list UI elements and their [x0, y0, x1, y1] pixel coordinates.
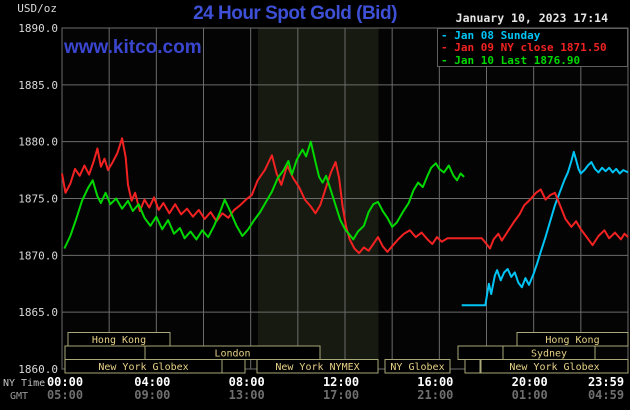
kitco-watermark: www.kitco.com: [64, 37, 202, 58]
session-bar-label: New York Globex: [98, 362, 188, 373]
legend: - Jan 08 Sunday - Jan 09 NY close 1871.50…: [437, 28, 628, 67]
x-tick-gmt: 01:00: [512, 388, 548, 402]
axis-labels: USD/oz 1890.0 1885.0 1880.0 1875.0 1870.0 1865…: [3, 2, 624, 402]
timestamp-label: January 10, 2023 17:14: [455, 11, 608, 25]
session-bar-label: Sydney: [531, 349, 567, 360]
x-tick-gmt: 05:00: [47, 388, 83, 402]
y-tick-label: 1890.0: [18, 22, 58, 35]
legend-entry-jan-09-ny-close-1871-50: - Jan 09 NY close 1871.50: [441, 41, 607, 55]
price-line-jan-09-ny-close-1871-50: [61, 137, 629, 255]
x-tick-ny-time: 00:00: [47, 375, 83, 389]
session-bar-ny-globex: [384, 359, 451, 374]
x-tick-ny-time: 12:00: [323, 375, 359, 389]
price-line-jan-08-sunday: [461, 150, 629, 307]
legend-entry-jan-08-sunday: - Jan 08 Sunday: [441, 29, 541, 42]
price-lines: [61, 137, 629, 307]
legend-entry-jan-10-last-1876-90: - Jan 10 Last 1876.90: [441, 53, 581, 67]
session-bar-label: London: [214, 349, 250, 360]
gmt-caption: GMT: [10, 391, 28, 402]
x-tick-gmt: 13:00: [229, 388, 265, 402]
ny-time-caption: NY Time: [3, 378, 45, 389]
x-tick-ny-time: 08:00: [229, 375, 265, 389]
y-tick-label: 1875.0: [18, 193, 58, 206]
session-bar-label: New York NYMEX: [275, 362, 359, 373]
session-bar-spacer: [457, 345, 504, 360]
y-tick-label: 1865.0: [18, 306, 58, 319]
market-session-bars: Hong Kong Hong Kong London Sydney New York G…: [64, 332, 629, 374]
session-bar-new-york-nymex: [256, 359, 379, 374]
x-tick-gmt: 04:59: [588, 388, 624, 402]
y-axis-unit-label: USD/oz: [17, 2, 57, 15]
y-tick-label: 1885.0: [18, 79, 58, 92]
session-bar-label: Hong Kong: [92, 335, 146, 346]
session-bar-label: Hong Kong: [545, 335, 599, 346]
x-tick-gmt: 17:00: [323, 388, 359, 402]
session-bar-new-york-globex: [480, 359, 629, 374]
session-bar-label: New York Globex: [509, 362, 599, 373]
x-tick-ny-time: 04:00: [134, 375, 170, 389]
session-bar-spacer: [464, 359, 481, 374]
session-bar-spacer: [221, 359, 246, 374]
page-title: 24 Hour Spot Gold (Bid): [193, 3, 397, 24]
x-tick-gmt: 21:00: [417, 388, 453, 402]
session-bar-spacer: [64, 345, 146, 360]
x-tick-gmt: 09:00: [134, 388, 170, 402]
y-tick-label: 1860.0: [18, 363, 58, 376]
x-tick-ny-time: 20:00: [512, 375, 548, 389]
x-tick-ny-time: 23:59: [588, 375, 624, 389]
price-line-jan-10-last-1876-90: [63, 140, 465, 249]
x-tick-ny-time: 16:00: [417, 375, 453, 389]
session-bar-label: NY Globex: [390, 362, 444, 373]
y-tick-label: 1880.0: [18, 136, 58, 149]
y-tick-label: 1870.0: [18, 249, 58, 262]
